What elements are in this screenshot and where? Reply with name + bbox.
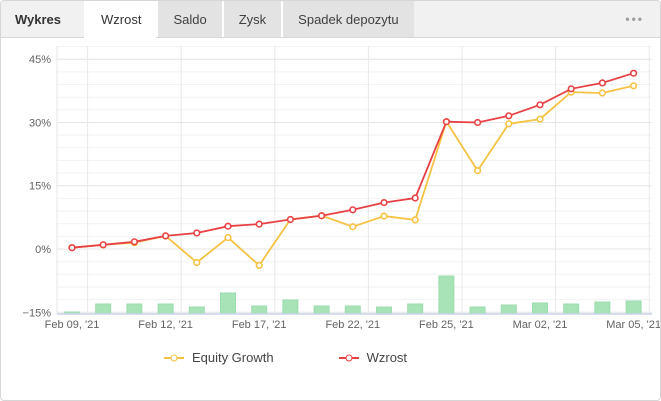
activity-bar (282, 299, 299, 315)
activity-bar (500, 304, 517, 315)
activity-bar (563, 303, 580, 315)
activity-bar (407, 303, 424, 315)
activity-bar (376, 306, 392, 315)
series-point-equity-growth (349, 223, 357, 231)
panel-title: Wykres (15, 11, 62, 27)
series-point-equity-growth (411, 216, 419, 224)
tab-wzrost[interactable]: Wzrost (84, 1, 157, 38)
series-point-wzrost (99, 241, 107, 249)
series-point-wzrost (224, 222, 232, 230)
series-point-equity-growth (474, 167, 482, 175)
x-tick-label: Mar 05, '21 (606, 319, 661, 331)
activity-bar (438, 275, 455, 315)
x-tick-label: Feb 25, '21 (419, 319, 474, 331)
activity-bar (532, 302, 548, 315)
series-point-equity-growth (380, 212, 388, 220)
equity-growth-marker-icon (163, 356, 184, 359)
y-tick-label: 30% (29, 118, 51, 130)
x-tick-label: Feb 12, '21 (138, 319, 193, 331)
series-point-wzrost (68, 244, 76, 252)
activity-bar (251, 305, 268, 315)
y-tick-label: 0% (35, 244, 51, 256)
series-point-wzrost (474, 118, 482, 127)
legend-label: Equity Growth (191, 350, 274, 365)
series-point-equity-growth (598, 89, 607, 97)
series-point-equity-growth (505, 120, 513, 128)
series-point-wzrost (380, 199, 388, 207)
activity-bar (220, 292, 236, 315)
x-tick-label: Mar 02, '21 (513, 319, 568, 331)
activity-bar (313, 305, 330, 315)
series-point-equity-growth (536, 115, 544, 123)
series-point-wzrost (286, 215, 295, 224)
y-tick-label: 15% (29, 181, 51, 193)
ellipsis-menu-icon[interactable]: ••• (625, 12, 644, 26)
activity-bar (594, 301, 611, 315)
series-point-equity-growth (629, 82, 638, 90)
y-tick-label: −15% (23, 307, 52, 319)
activity-bar (469, 306, 486, 315)
legend-item-wzrost[interactable]: Wzrost (338, 350, 408, 365)
series-point-wzrost (567, 85, 575, 93)
series-point-wzrost (598, 79, 607, 87)
series-point-wzrost (442, 118, 451, 126)
activity-bar (95, 303, 112, 315)
activity-bar (126, 303, 143, 315)
tab-spadek-depozytu[interactable]: Spadek depozytu (281, 1, 414, 37)
activity-bar (157, 303, 174, 315)
tab-saldo[interactable]: Saldo (156, 1, 222, 37)
series-point-wzrost (162, 232, 170, 240)
series-point-wzrost (193, 229, 201, 237)
series-point-equity-growth (224, 234, 232, 242)
series-point-wzrost (629, 69, 638, 77)
series-point-equity-growth (255, 261, 263, 270)
series-point-wzrost (411, 194, 419, 202)
wzrost-marker-icon (338, 356, 359, 359)
y-tick-label: 45% (29, 54, 51, 66)
series-point-wzrost (255, 220, 263, 228)
chart-header: Wykres Wzrost Saldo Zysk Spadek depozytu… (1, 1, 660, 38)
series-point-wzrost (318, 212, 326, 220)
series-point-wzrost (349, 206, 357, 214)
series-point-wzrost (505, 112, 513, 120)
x-tick-label: Feb 22, '21 (325, 319, 380, 331)
x-tick-label: Feb 09, '21 (45, 319, 100, 331)
legend-label: Wzrost (366, 350, 408, 365)
legend-item-equity-growth[interactable]: Equity Growth (163, 350, 274, 365)
activity-bar (344, 305, 361, 315)
activity-bar (188, 306, 205, 315)
activity-bar (625, 300, 642, 315)
series-point-wzrost (536, 101, 544, 109)
series-point-wzrost (130, 238, 138, 246)
chart-legend: Equity Growth Wzrost (1, 350, 660, 365)
x-tick-label: Feb 17, '21 (232, 319, 287, 331)
series-point-equity-growth (193, 258, 201, 267)
tab-zysk[interactable]: Zysk (221, 1, 282, 37)
